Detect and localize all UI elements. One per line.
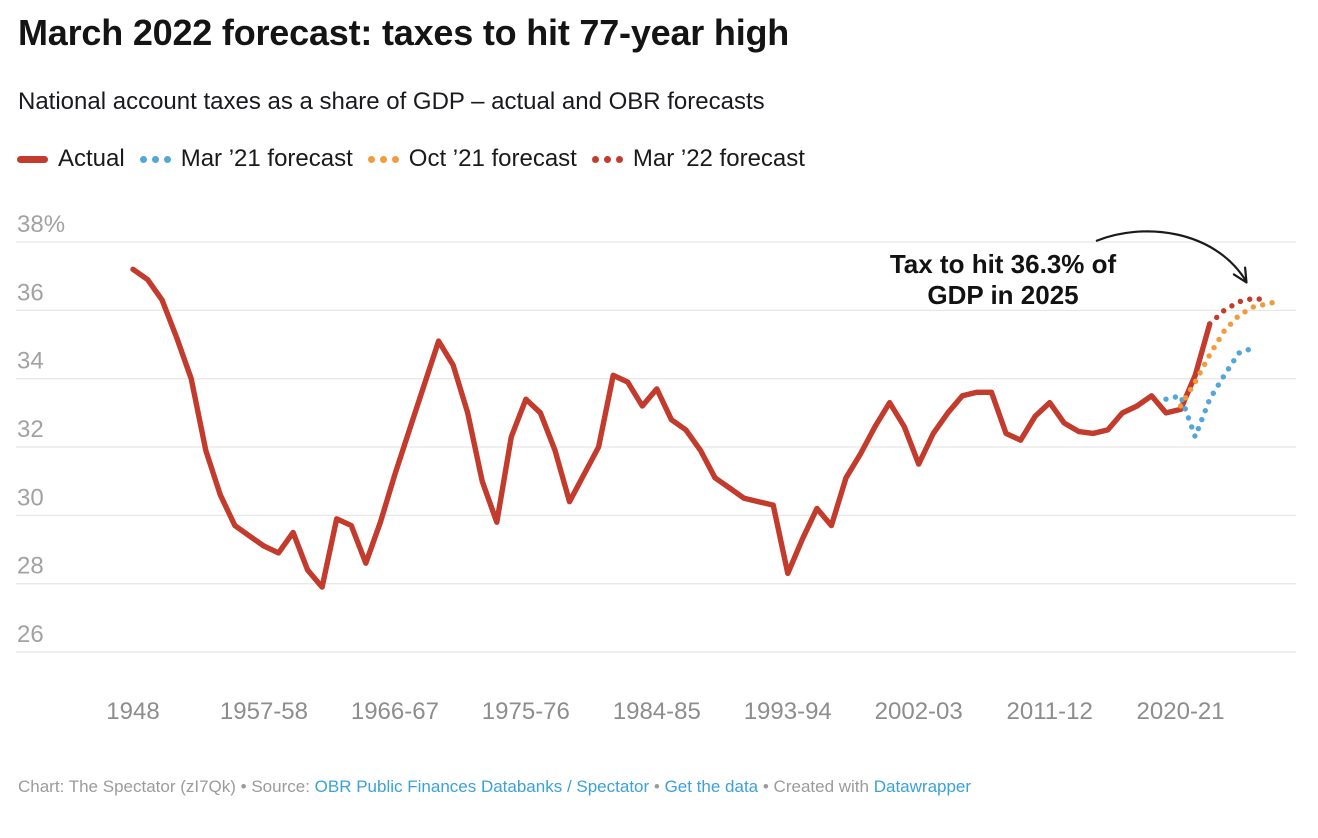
footer-attribution: Chart: The Spectator (zI7Qk) • Source: O… [18,777,1308,797]
legend-label: Oct ’21 forecast [408,145,577,172]
x-axis-tick-label: 1957-58 [220,698,308,725]
datawrapper-link[interactable]: Datawrapper [873,777,972,796]
x-axis-tick-label: 1984-85 [613,698,701,725]
annotation-arrow [1095,230,1247,282]
actual-line-swatch-icon [17,155,48,163]
footer-bullet: • [758,777,774,796]
y-axis-tick-label: 28 [17,553,44,580]
x-axis-tick-label: 1975-76 [482,698,570,725]
y-axis-tick-label: 30 [17,484,44,511]
chart-subtitle: National account taxes as a share of GDP… [18,88,765,115]
y-axis-tick-label: 38% [17,211,65,238]
legend-item-mar21-forecast: Mar ’21 forecast [139,145,353,173]
annotation-arrowhead-icon [1232,266,1248,284]
x-axis-tick-label: 1993-94 [744,698,832,725]
get-the-data-link[interactable]: Get the data [664,777,759,796]
y-axis-tick-label: 32 [17,416,44,443]
legend-label: Mar ’21 forecast [180,145,353,172]
series-actual-line [130,266,1213,590]
page-title: March 2022 forecast: taxes to hit 77-yea… [18,12,790,53]
legend-item-oct21-forecast: Oct ’21 forecast [367,145,577,173]
source-link[interactable]: OBR Public Finances Databanks / Spectato… [314,777,650,796]
series-forecast-dotted-line [1163,345,1257,440]
y-axis-tick-label: 26 [17,621,44,648]
legend-label: Mar ’22 forecast [632,145,805,172]
legend: Actual Mar ’21 forecast Oct ’21 forecast… [17,144,805,174]
dotted-line-swatch-icon [591,155,623,163]
dotted-line-swatch-icon [367,155,399,163]
y-axis-tick-label: 34 [17,348,44,375]
legend-item-mar22-forecast: Mar ’22 forecast [591,145,805,173]
x-axis-tick-label: 2020-21 [1137,698,1225,725]
legend-item-actual: Actual [17,145,125,173]
footer-bullet: • [235,777,252,796]
x-axis-tick-label: 2002-03 [875,698,963,725]
dotted-line-swatch-icon [139,155,171,163]
chart-credit: Chart: The Spectator (zI7Qk) [18,777,236,796]
x-axis-tick-label: 1966-67 [351,698,439,725]
series-forecast-dotted-line [1177,299,1280,409]
created-with-label: Created with [773,777,874,796]
x-axis-tick-label: 1948 [106,698,159,725]
x-axis-tick-label: 2011-12 [1007,698,1093,725]
series-forecast-dotted-line [1207,295,1271,327]
footer-bullet: • [649,777,665,796]
source-label: Source: [251,777,315,796]
legend-label: Actual [58,145,125,172]
y-axis-tick-label: 36 [17,279,44,306]
